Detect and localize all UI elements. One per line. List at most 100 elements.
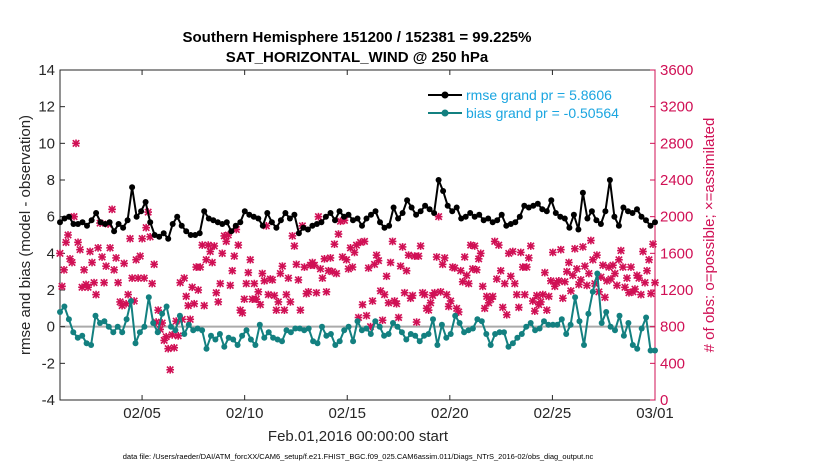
obs-marker <box>138 234 146 243</box>
bias-point <box>532 327 539 334</box>
obs-marker <box>563 267 571 276</box>
bias-point <box>221 343 228 350</box>
bias-point <box>57 309 63 315</box>
obs-marker <box>548 248 557 257</box>
bias-point <box>456 320 463 326</box>
obs-marker <box>432 253 441 261</box>
rmse-point <box>120 224 127 231</box>
obs-marker <box>264 290 273 299</box>
obs-marker <box>350 248 359 257</box>
rmse-series <box>57 177 658 242</box>
bias-point <box>390 320 396 326</box>
obs-marker <box>512 290 521 299</box>
bias-point <box>105 323 112 330</box>
obs-marker <box>296 306 305 315</box>
obs-marker <box>494 241 503 249</box>
bias-point <box>154 329 161 336</box>
obs-marker <box>184 301 193 310</box>
bias-point <box>572 294 579 301</box>
data-file-footer: data file: /Users/raeder/DAI/ATM_forcXX/… <box>123 452 594 461</box>
rmse-point <box>597 221 604 227</box>
bias-point <box>567 321 574 328</box>
obs-marker <box>256 300 265 309</box>
obs-marker <box>234 241 243 249</box>
rmse-point <box>422 202 429 209</box>
obs-marker <box>526 242 535 250</box>
bias-point <box>438 321 445 328</box>
obs-marker <box>250 279 259 288</box>
bias-point <box>558 316 565 323</box>
obs-marker <box>230 252 239 260</box>
bias-point <box>616 312 623 319</box>
obs-marker <box>398 243 407 251</box>
obs-marker <box>557 245 565 254</box>
rmse-point <box>282 210 289 216</box>
y-left-tick-label: 8 <box>47 172 55 189</box>
obs-marker <box>94 243 102 252</box>
rmse-point <box>390 204 397 211</box>
y-right-tick-label: 800 <box>660 319 685 336</box>
bias-point <box>132 340 139 347</box>
obs-marker <box>599 261 607 270</box>
bias-point <box>612 327 618 334</box>
bias-point <box>652 347 658 354</box>
obs-marker <box>110 265 118 274</box>
y-axis-left-label: rmse and bias (model - observation) <box>17 115 34 355</box>
obs-marker <box>276 269 285 278</box>
obs-marker <box>56 249 64 258</box>
obs-marker <box>577 276 585 284</box>
obs-marker <box>204 241 213 249</box>
obs-marker <box>200 301 209 310</box>
bias-point <box>647 347 654 354</box>
rmse-point <box>525 204 532 211</box>
bias-point <box>358 327 365 334</box>
obs-marker <box>242 279 251 288</box>
obs-marker <box>288 232 297 240</box>
obs-marker <box>218 249 227 258</box>
bias-point <box>136 329 143 336</box>
obs-marker <box>360 237 369 246</box>
obs-marker <box>420 290 429 299</box>
rmse-point <box>75 221 81 227</box>
y-right-tick-label: 1200 <box>660 282 693 299</box>
obs-marker <box>623 274 631 282</box>
rmse-point <box>593 217 600 224</box>
obs-marker <box>647 289 655 298</box>
obs-marker <box>90 278 98 287</box>
x-tick-label: 02/25 <box>534 405 572 422</box>
rmse-point <box>381 224 388 231</box>
obs-marker <box>611 269 619 278</box>
bias-point <box>345 323 352 330</box>
bias-point <box>327 331 334 337</box>
bias-point <box>88 342 95 348</box>
obs-marker <box>140 274 148 282</box>
obs-marker <box>334 230 343 238</box>
obs-marker <box>601 293 609 302</box>
bias-point <box>483 331 490 337</box>
obs-marker <box>326 254 335 262</box>
bias-point <box>261 334 268 341</box>
obs-marker <box>424 306 433 315</box>
obs-marker <box>510 279 519 288</box>
obs-marker <box>108 205 116 214</box>
obs-marker <box>126 234 134 243</box>
obs-marker <box>322 287 331 296</box>
obs-marker <box>150 260 158 269</box>
rmse-point <box>97 219 104 226</box>
obs-marker <box>212 288 221 297</box>
bias-point <box>523 323 530 330</box>
rmse-point <box>503 222 510 229</box>
rmse-point <box>458 215 465 222</box>
bias-point <box>159 310 166 317</box>
obs-marker <box>238 309 247 317</box>
obs-marker <box>416 242 425 250</box>
rmse-point <box>602 208 609 215</box>
obs-marker <box>559 294 567 303</box>
obs-marker <box>408 291 417 300</box>
rmse-point <box>205 215 212 222</box>
obs-marker <box>603 276 611 285</box>
obs-marker <box>208 258 217 267</box>
obs-marker <box>627 263 635 271</box>
rmse-point <box>534 200 541 207</box>
